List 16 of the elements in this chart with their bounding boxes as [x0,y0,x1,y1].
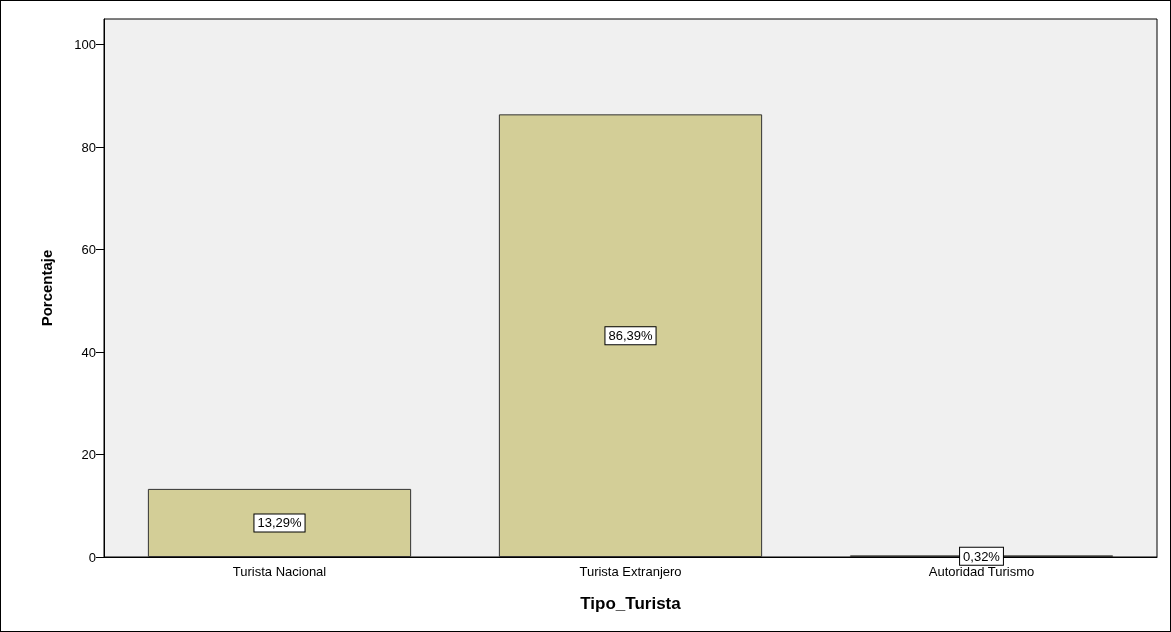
bar [147,488,412,557]
x-tick-label: Autoridad Turismo [928,564,1035,579]
y-tick-label: 100 [74,37,96,53]
y-tick-label: 0 [88,549,96,565]
data-label: 0,32% [963,548,1001,564]
x-tick-label: Turista Nacional [232,564,327,579]
y-tick-label: 80 [81,139,96,155]
y-tick-label: 40 [81,344,96,360]
y-tick-label: 60 [81,242,96,258]
y-axis-title: Porcentaje [38,249,55,327]
data-label: 13,29% [257,515,302,531]
data-label: 86,39% [608,328,653,344]
x-axis-title: Tipo_Turista [580,594,682,613]
bar [498,114,763,557]
y-tick-label: 20 [81,447,96,463]
x-tick-label: Turista Extranjero [579,564,682,579]
